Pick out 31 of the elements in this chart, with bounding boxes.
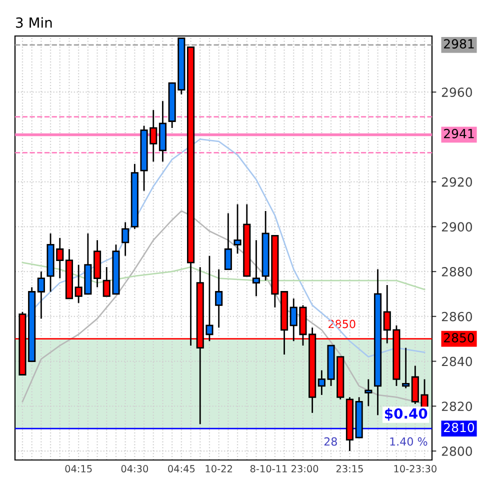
y-tick-label: 2820 <box>442 402 472 412</box>
candlestick <box>122 222 130 257</box>
x-tick-label: 04:30 <box>121 465 148 472</box>
x-tick-label: 10-22 <box>206 465 232 472</box>
y-tick-label: 2960 <box>442 88 472 98</box>
y-tick-label: 2880 <box>442 267 472 276</box>
annotation: $0.40 <box>384 408 428 421</box>
candlestick <box>364 378 372 407</box>
candlestick <box>252 239 260 297</box>
ref-line-label: 2810 <box>444 422 474 432</box>
y-tick-label: 2860 <box>442 312 472 322</box>
candlestick <box>215 268 223 328</box>
y-tick-label: 2800 <box>442 446 472 456</box>
y-tick-label: 2920 <box>442 177 472 187</box>
y-tick-label: 2840 <box>442 356 472 366</box>
candlestick <box>224 212 232 270</box>
x-tick-label: 10-23:30 <box>394 465 436 472</box>
ref-line-label: 2981 <box>444 39 474 49</box>
y-tick-label: 2900 <box>442 222 472 232</box>
chart-title: 3 Min <box>16 17 52 28</box>
x-tick-label: 04:45 <box>168 465 195 472</box>
annotation: 28 <box>324 437 337 446</box>
annotation: 1.40 % <box>390 437 428 446</box>
x-tick-label: 8-10-11 23:00 <box>250 465 318 472</box>
candlestick <box>37 270 45 320</box>
ref-line-label: 2850 <box>444 333 474 342</box>
ref-line-label: 2941 <box>444 128 474 138</box>
line-series <box>22 262 426 290</box>
x-tick-label: 23:15 <box>336 465 363 472</box>
x-tick-label: 04:15 <box>65 465 92 472</box>
candlestick <box>402 347 410 389</box>
